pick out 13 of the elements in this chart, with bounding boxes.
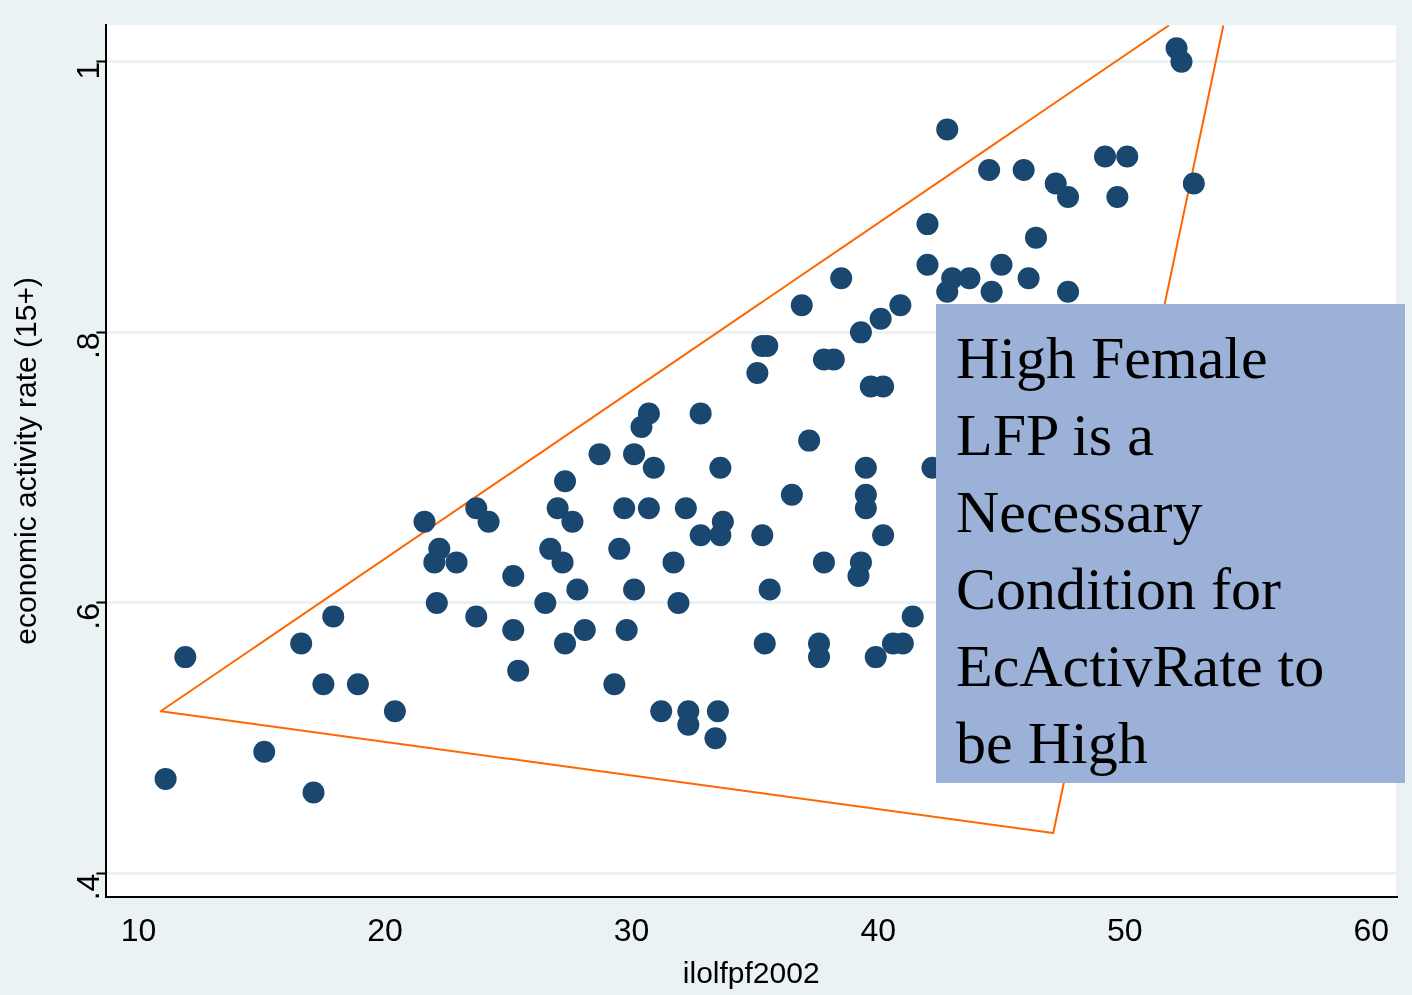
x-tick-label: 10 [120,911,157,948]
y-tick-label: 1 [70,61,107,80]
x-tick-label: 20 [367,911,403,948]
y-tick-label: .6 [70,602,107,630]
x-tick-label: 50 [1106,911,1143,948]
y-axis-title: economic activity rate (15+) [9,277,43,645]
annotation: High Female LFP is a Necessary Condition for EcActivRate to be High [936,304,1405,783]
x-tick-label: 40 [860,911,896,948]
x-tick-label: 30 [613,911,650,948]
x-axis-title: ilolfpf2002 [682,956,820,990]
y-tick-label: .4 [70,873,107,901]
x-tick-label: 60 [1353,911,1390,948]
y-tick-label: .8 [70,332,107,360]
